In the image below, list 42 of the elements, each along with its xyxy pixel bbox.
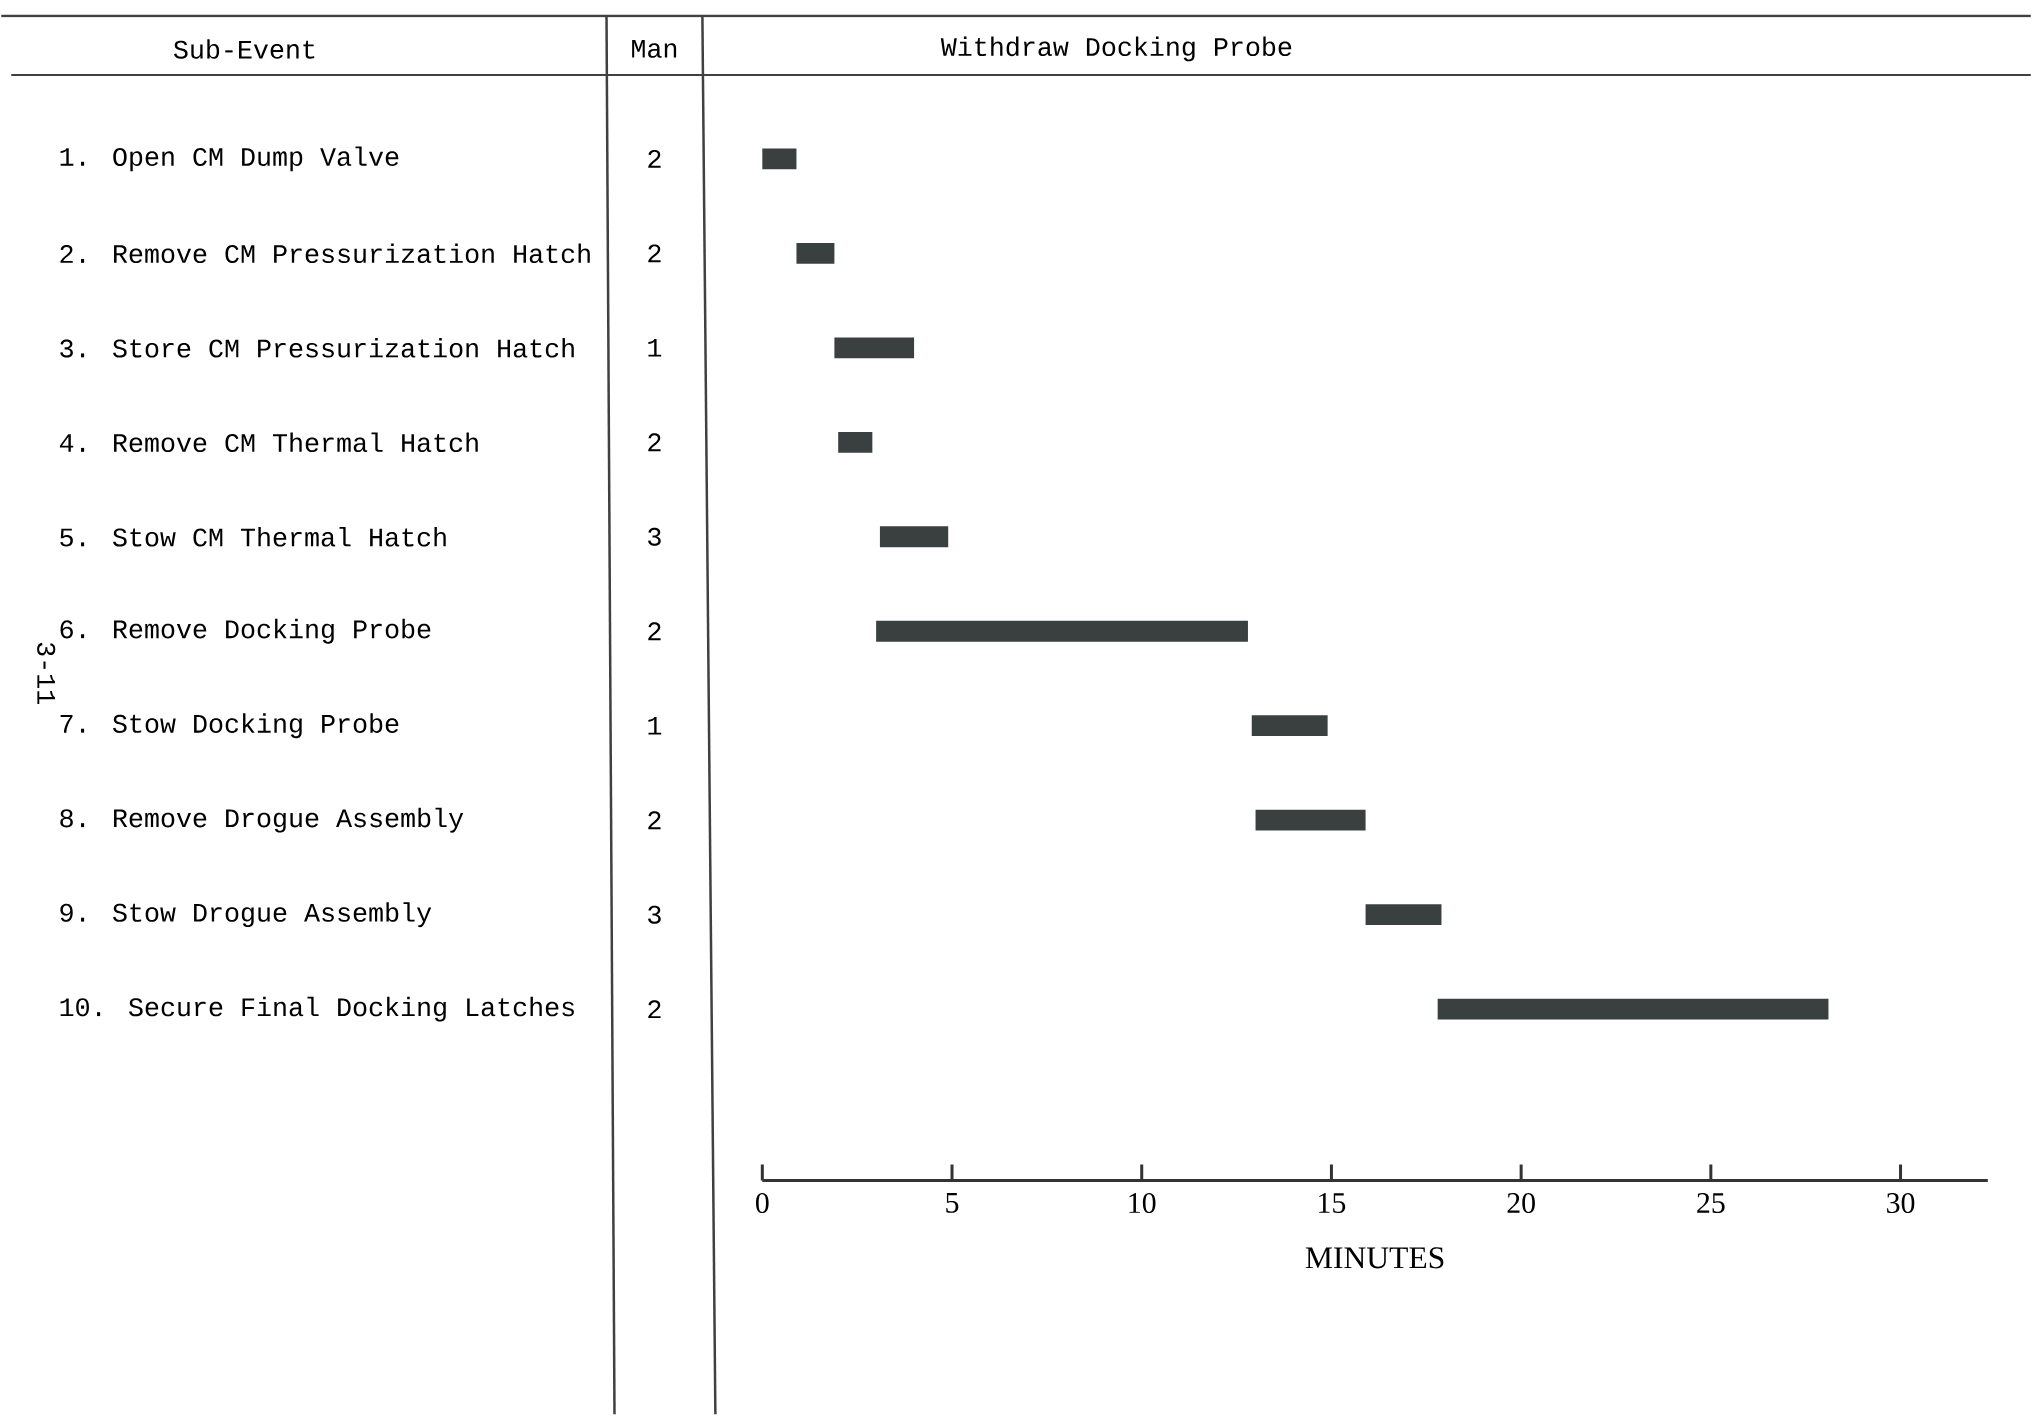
text: 1 [648, 339, 662, 357]
y-tick-label: 8. Remove Drogue Assembly [60, 808, 464, 833]
bar [876, 621, 1248, 642]
y-tick-label: 3. Store CM Pressurization Hatch [60, 338, 574, 358]
text: 2 [648, 811, 661, 830]
bar [838, 432, 873, 453]
x-tick-label: 20 [1507, 1193, 1535, 1214]
text: 2 [648, 1000, 661, 1019]
y-tick-label: 1. Open CM Dump Valve [60, 146, 399, 172]
bar [796, 243, 835, 264]
text: Man [632, 40, 677, 59]
text: 3 [648, 527, 661, 547]
y-tick-label: 6. Remove Docking Probe [60, 619, 431, 644]
bar [762, 148, 797, 170]
text: 2 [648, 433, 661, 452]
text: Sub-Event [173, 39, 315, 59]
y-tick-label: 10. Secure Final Docking Latches [60, 997, 574, 1022]
bar [1255, 810, 1366, 831]
bar [1365, 904, 1442, 926]
y-tick-label: 9. Stow Drogue Assembly [60, 902, 432, 928]
x-tick-label: 25 [1697, 1193, 1725, 1214]
text: 3-11 [37, 643, 56, 705]
y-tick-label: 7. Stow Docking Probe [60, 713, 399, 739]
y-tick-label: 4. Remove CM Thermal Hatch [59, 432, 478, 453]
text: 1 [648, 717, 662, 735]
y-tick-label: 2. Remove CM Pressurization Hatch [60, 243, 590, 264]
x-tick-label: 15 [1319, 1193, 1346, 1214]
x-tick-label: 30 [1887, 1193, 1915, 1214]
text: 2 [648, 622, 661, 641]
x-tick-label: 10 [1129, 1193, 1156, 1214]
y-tick-label: 5. Stow CM Thermal Hatch [60, 527, 446, 547]
x-axis-title: MINUTES [1305, 1247, 1444, 1269]
bar [1437, 999, 1829, 1020]
chart-title: Withdraw Docking Probe [940, 36, 1292, 62]
text: 3 [648, 905, 661, 925]
text: 2 [648, 150, 661, 168]
bar [879, 526, 949, 548]
bar [834, 337, 915, 359]
x-tick-label: 0 [756, 1193, 769, 1214]
bar [1251, 715, 1328, 737]
text: 2 [648, 244, 661, 263]
x-tick-label: 5 [946, 1193, 959, 1214]
